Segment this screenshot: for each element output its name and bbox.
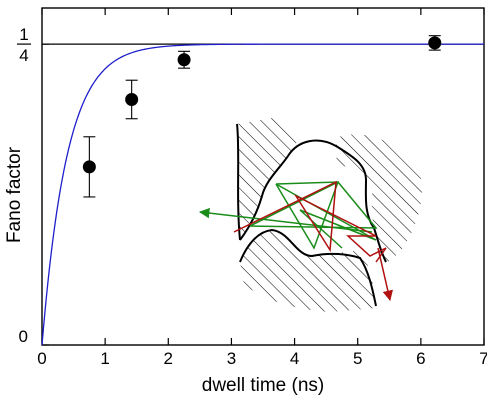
x-axis-label: dwell time (ns) [202,375,324,396]
y-tick-label: 0 [19,327,28,346]
cavity-wall-upper-left [237,118,298,240]
red-ray-exit [377,247,393,302]
x-tick-label: 0 [37,349,46,368]
data-point [82,160,96,174]
x-tick-label: 5 [353,349,362,368]
x-tick-label: 1 [100,349,109,368]
x-tick-label: 6 [416,349,425,368]
cavity-wall-lower [240,230,376,312]
x-tick-label: 7 [479,349,487,368]
cavity-outline-bottom [239,228,377,307]
data-point [428,36,442,50]
green-rays [198,181,378,250]
x-tick-label: 2 [164,349,173,368]
y-axis-label: Fano factor [4,146,25,243]
red-rays [233,180,393,302]
green-ray-path [249,181,378,250]
y-tick-label-quarter-denominator: 4 [19,46,28,65]
red-ray-path [233,180,387,263]
data-point [125,92,139,106]
data-points [82,35,442,198]
y-tick-label-quarter-numerator: 1 [19,25,28,44]
x-tick-label: 4 [290,349,299,368]
cavity-wall-right [336,134,422,262]
cavity-inset [198,118,422,312]
y-tick-label-quarter: 1 4 [17,25,31,65]
data-point [177,53,191,67]
cavity-outline-upper [236,123,241,241]
x-tick-label: 3 [227,349,236,368]
fit-curve [41,43,484,346]
plot-frame [41,7,485,346]
green-ray-exit [198,207,373,233]
axis-ticks: 0 1 2 3 4 5 6 7 0 [19,8,487,368]
